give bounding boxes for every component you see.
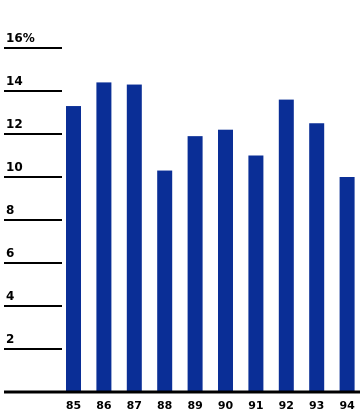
bar-94 [339, 177, 355, 392]
bar-85 [66, 106, 81, 393]
bar-91 [248, 155, 264, 392]
y-tick-label: 4 [6, 289, 14, 303]
bar-86 [96, 82, 112, 393]
x-tick-label: 92 [279, 399, 294, 412]
y-tick-label: 12 [6, 117, 23, 131]
y-tick-label: 8 [6, 203, 14, 217]
y-tick-label: 6 [6, 246, 14, 260]
x-tick-label: 86 [96, 399, 112, 412]
y-tick-label: 2 [6, 332, 14, 346]
x-tick-label: 94 [339, 399, 355, 412]
bar-89 [187, 136, 203, 392]
x-tick-label: 85 [66, 399, 81, 412]
x-tick-label: 93 [309, 399, 324, 412]
x-tick-label: 91 [248, 399, 263, 412]
bar-93 [309, 123, 325, 392]
bar-90 [218, 129, 233, 392]
x-tick-label: 90 [218, 399, 234, 412]
x-tick-label: 89 [187, 399, 202, 412]
bar-88 [157, 170, 173, 392]
bar-87 [126, 84, 142, 393]
y-tick-label: 10 [6, 160, 23, 174]
x-tick-label: 87 [127, 399, 142, 412]
bar-92 [278, 99, 294, 392]
y-tick-label: 16% [6, 31, 35, 45]
x-tick-label: 88 [157, 399, 172, 412]
y-tick-label: 14 [6, 74, 23, 88]
